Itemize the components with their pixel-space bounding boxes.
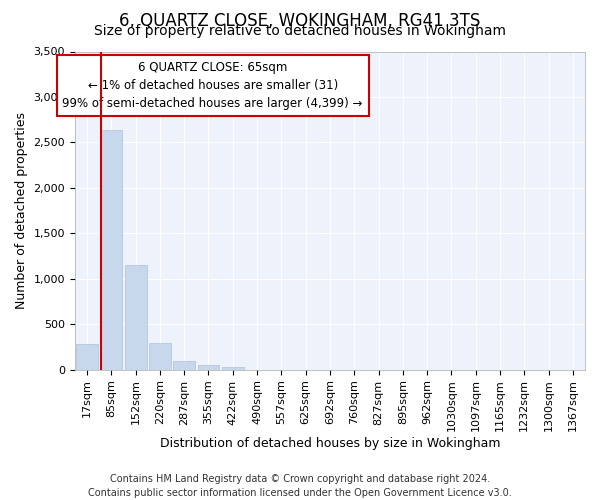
Bar	[173, 361, 195, 370]
Text: Size of property relative to detached houses in Wokingham: Size of property relative to detached ho…	[94, 24, 506, 38]
Bar	[100, 130, 122, 370]
Text: 6, QUARTZ CLOSE, WOKINGHAM, RG41 3TS: 6, QUARTZ CLOSE, WOKINGHAM, RG41 3TS	[119, 12, 481, 30]
Y-axis label: Number of detached properties: Number of detached properties	[15, 112, 28, 309]
Text: Contains HM Land Registry data © Crown copyright and database right 2024.
Contai: Contains HM Land Registry data © Crown c…	[88, 474, 512, 498]
Text: 6 QUARTZ CLOSE: 65sqm
← 1% of detached houses are smaller (31)
99% of semi-detac: 6 QUARTZ CLOSE: 65sqm ← 1% of detached h…	[62, 61, 363, 110]
Bar	[149, 343, 171, 369]
Bar	[222, 366, 244, 370]
Bar	[76, 344, 98, 370]
Bar	[197, 365, 220, 370]
X-axis label: Distribution of detached houses by size in Wokingham: Distribution of detached houses by size …	[160, 437, 500, 450]
Bar	[125, 265, 146, 370]
